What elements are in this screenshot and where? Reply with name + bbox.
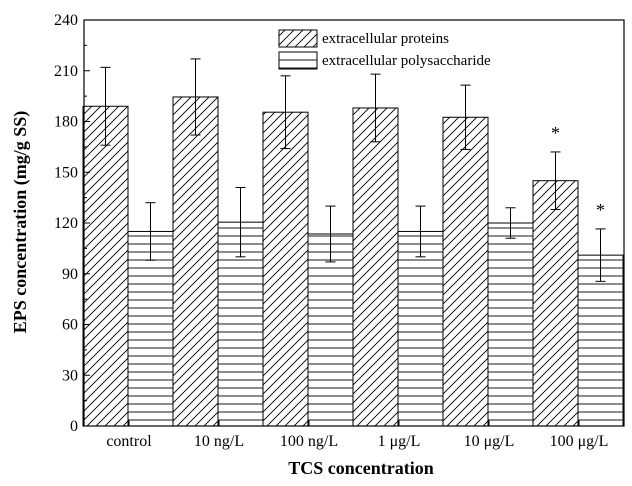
error-bar [235,186,246,258]
y-tick-label: 210 [54,63,78,80]
y-tick-label: 90 [62,266,78,283]
x-axis-title: TCS concentration [288,458,434,478]
significance-marker: * [596,200,605,220]
bar-proteins-3 [352,107,399,427]
bar-proteins-2 [262,111,309,427]
y-tick-label: 150 [54,164,78,181]
legend-swatch [278,29,318,48]
legend-entry: extracellular proteins [278,29,449,48]
y-tick-label: 60 [62,317,78,334]
bar-polysaccharide-2 [307,233,354,427]
bar-proteins-1 [172,96,219,427]
error-bar [145,202,156,261]
error-bar [415,205,426,258]
error-bar [550,151,561,210]
bar-proteins-0 [82,105,129,427]
significance-marker: * [551,123,560,143]
x-tick-label: 1 μg/L [378,433,421,450]
legend-label: extracellular proteins [322,31,449,47]
axes-layer: 0 30 60 90 120 150 180 210 240 control 10 ng/L 100 … [54,12,625,450]
y-axis-title: EPS concentration (mg/g SS) [10,111,31,334]
error-bar [190,58,201,136]
legend-swatch [278,51,318,70]
error-bar [460,84,471,150]
x-tick-label: 100 ng/L [280,433,338,450]
error-bar [595,228,606,282]
bar-proteins-5 [532,180,579,427]
error-bar [505,207,516,239]
y-tick-label: 30 [62,367,78,384]
legend-entry: extracellular polysaccharide [278,51,491,70]
x-tick-label: 100 μg/L [550,433,609,450]
x-tick-label: control [106,433,152,450]
bar-proteins-4 [442,116,489,427]
legend: extracellular proteins extracellular poly… [278,29,491,70]
bar-polysaccharide-4 [487,222,534,427]
y-tick-label: 120 [54,215,78,232]
x-tick-label: 10 μg/L [464,433,515,450]
y-tick-label: 180 [54,114,78,131]
y-tick-label: 240 [54,12,78,29]
bar-polysaccharide-3 [397,230,444,427]
error-bar [370,73,381,143]
y-tick-label: 0 [70,418,78,435]
error-bar [280,75,291,150]
legend-label: extracellular polysaccharide [322,53,491,69]
error-bar [325,205,336,263]
bars-layer: ** [82,58,624,427]
error-bar [100,66,111,146]
x-tick-label: 10 ng/L [194,433,244,450]
bar-polysaccharide-0 [127,230,174,427]
